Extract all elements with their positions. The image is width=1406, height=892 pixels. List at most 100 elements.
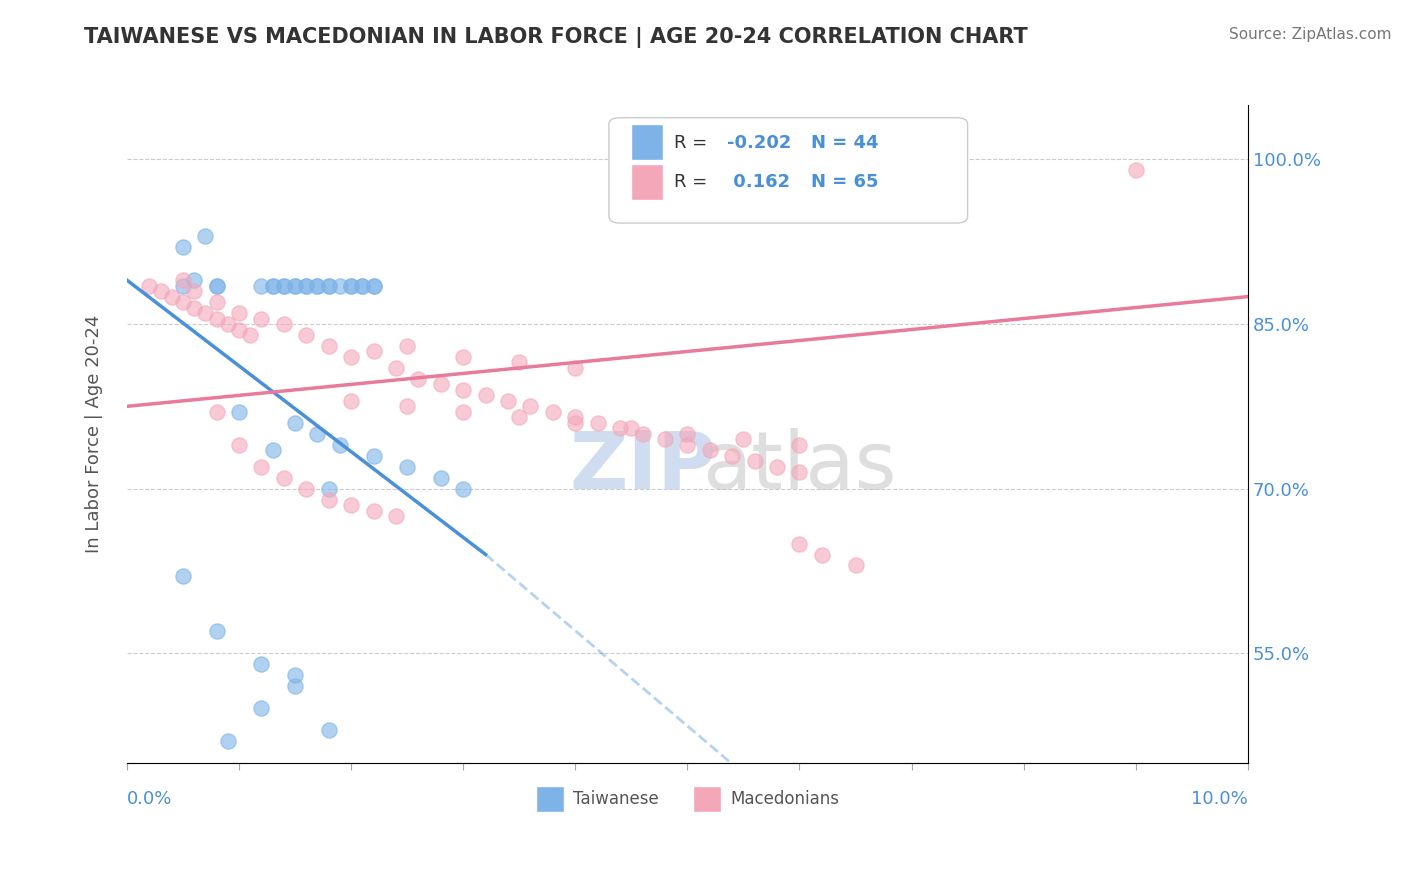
- Point: [363, 278, 385, 293]
- Point: [789, 536, 811, 550]
- Point: [239, 328, 262, 343]
- FancyBboxPatch shape: [609, 118, 967, 223]
- Point: [172, 295, 194, 310]
- Point: [318, 339, 340, 353]
- Point: [172, 278, 194, 293]
- Y-axis label: In Labor Force | Age 20-24: In Labor Force | Age 20-24: [86, 315, 103, 553]
- Point: [250, 278, 273, 293]
- Point: [654, 432, 676, 446]
- Text: N = 65: N = 65: [811, 173, 879, 191]
- Point: [273, 278, 295, 293]
- Point: [429, 471, 451, 485]
- Point: [1125, 163, 1147, 178]
- Point: [620, 421, 643, 435]
- Point: [408, 372, 430, 386]
- Point: [318, 278, 340, 293]
- Point: [205, 311, 228, 326]
- Point: [262, 278, 284, 293]
- Point: [273, 471, 295, 485]
- Point: [194, 229, 217, 244]
- Point: [318, 278, 340, 293]
- Text: Macedonians: Macedonians: [730, 790, 839, 808]
- Point: [205, 278, 228, 293]
- Point: [363, 449, 385, 463]
- Point: [273, 317, 295, 331]
- Point: [519, 400, 541, 414]
- Point: [228, 438, 250, 452]
- Point: [172, 569, 194, 583]
- Point: [721, 449, 744, 463]
- Point: [307, 426, 329, 441]
- Point: [496, 393, 519, 408]
- Point: [228, 405, 250, 419]
- Point: [508, 410, 530, 425]
- Point: [284, 668, 307, 682]
- Point: [352, 278, 374, 293]
- Point: [733, 432, 755, 446]
- Text: N = 44: N = 44: [811, 134, 879, 152]
- FancyBboxPatch shape: [693, 786, 721, 813]
- Point: [766, 459, 789, 474]
- Text: 0.162: 0.162: [727, 173, 790, 191]
- Point: [262, 278, 284, 293]
- Point: [363, 278, 385, 293]
- Point: [609, 421, 631, 435]
- Point: [205, 278, 228, 293]
- Point: [262, 443, 284, 458]
- Point: [284, 416, 307, 430]
- Point: [318, 492, 340, 507]
- Text: 0.0%: 0.0%: [127, 790, 173, 808]
- Point: [340, 350, 363, 364]
- Point: [295, 278, 318, 293]
- Point: [474, 388, 496, 402]
- Point: [183, 301, 205, 315]
- Point: [744, 454, 766, 468]
- Point: [564, 410, 586, 425]
- Point: [811, 548, 834, 562]
- Point: [295, 278, 318, 293]
- Point: [699, 443, 721, 458]
- Point: [340, 278, 363, 293]
- Point: [205, 405, 228, 419]
- Point: [340, 278, 363, 293]
- Point: [194, 306, 217, 320]
- Point: [250, 701, 273, 715]
- Point: [451, 350, 474, 364]
- Point: [676, 426, 699, 441]
- Point: [217, 734, 239, 748]
- Point: [564, 360, 586, 375]
- Text: R =: R =: [673, 173, 713, 191]
- Point: [172, 273, 194, 287]
- Point: [329, 438, 352, 452]
- FancyBboxPatch shape: [631, 164, 662, 200]
- Point: [284, 278, 307, 293]
- Point: [295, 482, 318, 496]
- Text: Taiwanese: Taiwanese: [574, 790, 659, 808]
- Point: [138, 278, 160, 293]
- Point: [429, 377, 451, 392]
- Point: [586, 416, 609, 430]
- Point: [295, 328, 318, 343]
- Point: [564, 416, 586, 430]
- Text: ZIP: ZIP: [569, 427, 716, 506]
- Point: [329, 278, 352, 293]
- Point: [451, 405, 474, 419]
- Point: [396, 400, 419, 414]
- Text: 10.0%: 10.0%: [1191, 790, 1249, 808]
- FancyBboxPatch shape: [631, 124, 662, 161]
- Point: [250, 459, 273, 474]
- Point: [340, 498, 363, 512]
- Text: R =: R =: [673, 134, 713, 152]
- Point: [228, 306, 250, 320]
- Point: [451, 482, 474, 496]
- Point: [273, 278, 295, 293]
- Point: [340, 393, 363, 408]
- Point: [676, 438, 699, 452]
- Point: [284, 278, 307, 293]
- Point: [352, 278, 374, 293]
- FancyBboxPatch shape: [536, 786, 564, 813]
- Point: [844, 558, 866, 573]
- Text: -0.202: -0.202: [727, 134, 792, 152]
- Point: [318, 482, 340, 496]
- Point: [451, 383, 474, 397]
